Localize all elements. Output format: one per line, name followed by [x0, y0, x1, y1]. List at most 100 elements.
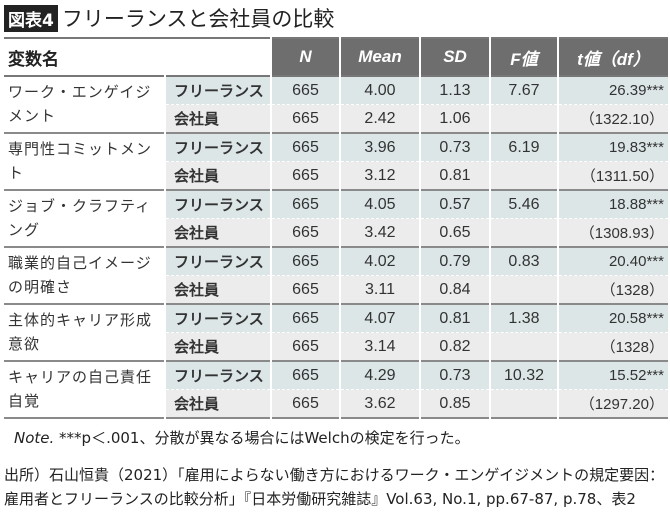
n-cell: 665 — [270, 304, 340, 333]
t-cell: 20.40*** — [557, 247, 668, 276]
mean-cell: 3.96 — [339, 133, 420, 162]
note-label: Note. — [14, 429, 55, 447]
note-text: ***p＜.001、分散が異なる場合にはWelchの検定を行った。 — [54, 429, 470, 447]
table-row: ワーク・エンゲイジメント フリーランス 665 4.00 1.13 7.67 26.39**… — [4, 76, 668, 133]
variable-name: 主体的キャリア形成意欲 — [4, 304, 165, 361]
n-cell: 665 — [270, 76, 340, 105]
category-cell: 会社員 — [164, 275, 271, 304]
header-mean: Mean — [339, 38, 420, 76]
table-row: 会社員 665 2.42 1.06 （1322.10） — [4, 104, 668, 133]
table-row: 会社員 665 3.11 0.84 （1328） — [4, 275, 668, 304]
t-cell: 20.58*** — [557, 304, 668, 333]
n-cell: 665 — [270, 190, 340, 219]
mean-cell: 3.14 — [339, 332, 420, 361]
category-cell: 会社員 — [164, 161, 271, 190]
n-cell: 665 — [270, 275, 340, 304]
table-row: 会社員 665 3.12 0.81 （1311.50） — [4, 161, 668, 190]
header-t: t値（df） — [557, 38, 668, 76]
t-cell: （1328） — [557, 275, 668, 304]
header-variable: 変数名 — [4, 38, 271, 76]
f-cell: 7.67 — [489, 76, 558, 105]
f-cell: 0.83 — [489, 247, 558, 276]
category-cell: フリーランス — [164, 133, 271, 162]
f-cell: 5.46 — [489, 190, 558, 219]
header-n: N — [270, 38, 340, 76]
category-cell: フリーランス — [164, 304, 271, 333]
figure-title-text: フリーランスと会社員の比較 — [61, 7, 335, 31]
mean-cell: 4.00 — [339, 76, 420, 105]
table-row: 主体的キャリア形成意欲 フリーランス 665 4.07 0.81 1.38 20.58*** — [4, 304, 668, 361]
table-note: Note. ***p＜.001、分散が異なる場合にはWelchの検定を行った。 — [4, 427, 668, 449]
table-row: ジョブ・クラフティング フリーランス 665 4.05 0.57 5.46 18.88*** — [4, 190, 668, 247]
t-cell: （1308.93） — [557, 218, 668, 247]
table-row: キャリアの自己責任自覚 フリーランス 665 4.29 0.73 10.32 15.52**… — [4, 361, 668, 418]
t-cell: （1297.20） — [557, 389, 668, 418]
category-cell: 会社員 — [164, 218, 271, 247]
table-row: 会社員 665 3.14 0.82 （1328） — [4, 332, 668, 361]
sd-cell: 0.84 — [419, 275, 490, 304]
t-cell: 26.39*** — [557, 76, 668, 105]
t-cell: （1328） — [557, 332, 668, 361]
n-cell: 665 — [270, 104, 340, 133]
f-cell — [489, 161, 558, 190]
f-cell: 1.38 — [489, 304, 558, 333]
t-cell: 19.83*** — [557, 133, 668, 162]
n-cell: 665 — [270, 389, 340, 418]
n-cell: 665 — [270, 218, 340, 247]
sd-cell: 0.81 — [419, 304, 490, 333]
sd-cell: 0.82 — [419, 332, 490, 361]
n-cell: 665 — [270, 361, 340, 390]
mean-cell: 4.02 — [339, 247, 420, 276]
category-cell: 会社員 — [164, 389, 271, 418]
t-cell: （1322.10） — [557, 104, 668, 133]
t-cell: 18.88*** — [557, 190, 668, 219]
f-cell: 6.19 — [489, 133, 558, 162]
f-cell: 10.32 — [489, 361, 558, 390]
header-sd: SD — [419, 38, 490, 76]
page: 図表4 フリーランスと会社員の比較 変数名 N Mean SD F値 t値（df… — [4, 2, 668, 508]
f-cell — [489, 389, 558, 418]
sd-cell: 0.81 — [419, 161, 490, 190]
mean-cell: 3.42 — [339, 218, 420, 247]
variable-name: ワーク・エンゲイジメント — [4, 76, 165, 133]
sd-cell: 1.06 — [419, 104, 490, 133]
category-cell: フリーランス — [164, 361, 271, 390]
t-cell: 15.52*** — [557, 361, 668, 390]
comparison-table: 変数名 N Mean SD F値 t値（df） ワーク・エンゲイジメント フリーラ… — [4, 37, 668, 419]
n-cell: 665 — [270, 161, 340, 190]
t-cell: （1311.50） — [557, 161, 668, 190]
category-cell: フリーランス — [164, 247, 271, 276]
f-cell — [489, 218, 558, 247]
mean-cell: 4.05 — [339, 190, 420, 219]
category-cell: 会社員 — [164, 104, 271, 133]
n-cell: 665 — [270, 332, 340, 361]
table-header-row: 変数名 N Mean SD F値 t値（df） — [4, 38, 668, 76]
mean-cell: 3.12 — [339, 161, 420, 190]
f-cell — [489, 332, 558, 361]
figure-title: 図表4 フリーランスと会社員の比較 — [4, 2, 668, 34]
category-cell: 会社員 — [164, 332, 271, 361]
n-cell: 665 — [270, 133, 340, 162]
category-cell: フリーランス — [164, 76, 271, 105]
variable-name: 職業的自己イメージの明確さ — [4, 247, 165, 304]
f-cell — [489, 104, 558, 133]
f-cell — [489, 275, 558, 304]
n-cell: 665 — [270, 247, 340, 276]
table-row: 会社員 665 3.62 0.85 （1297.20） — [4, 389, 668, 418]
variable-name: 専門性コミットメント — [4, 133, 165, 190]
sd-cell: 1.13 — [419, 76, 490, 105]
mean-cell: 4.07 — [339, 304, 420, 333]
table-row: 専門性コミットメント フリーランス 665 3.96 0.73 6.19 19.83*** — [4, 133, 668, 190]
table-row: 会社員 665 3.42 0.65 （1308.93） — [4, 218, 668, 247]
category-cell: フリーランス — [164, 190, 271, 219]
sd-cell: 0.73 — [419, 361, 490, 390]
mean-cell: 3.11 — [339, 275, 420, 304]
sd-cell: 0.57 — [419, 190, 490, 219]
sd-cell: 0.73 — [419, 133, 490, 162]
mean-cell: 2.42 — [339, 104, 420, 133]
sd-cell: 0.79 — [419, 247, 490, 276]
sd-cell: 0.65 — [419, 218, 490, 247]
variable-name: キャリアの自己責任自覚 — [4, 361, 165, 418]
sd-cell: 0.85 — [419, 389, 490, 418]
mean-cell: 3.62 — [339, 389, 420, 418]
